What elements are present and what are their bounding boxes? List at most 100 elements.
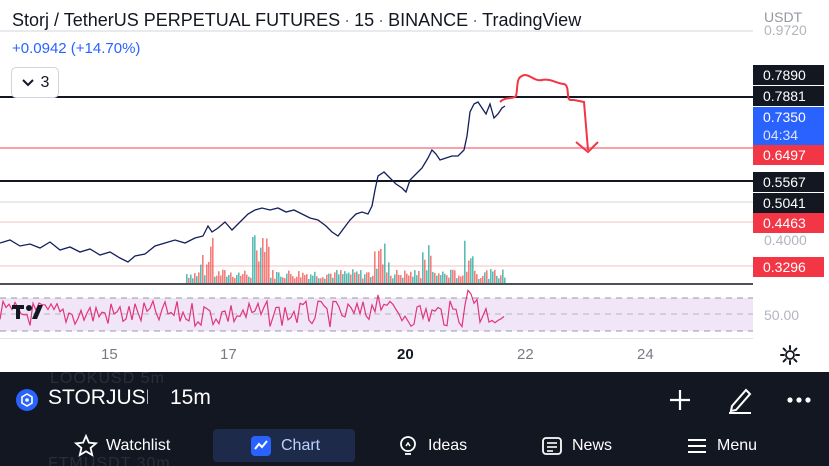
volume-bar xyxy=(302,272,304,283)
volume-bar xyxy=(276,271,278,283)
chart-area[interactable]: Storj / TetherUS PERPETUAL FUTURES · 15 · BI… xyxy=(0,0,829,372)
date-axis-divider xyxy=(0,338,753,339)
nav-label: Chart xyxy=(281,436,321,454)
title-platform: TradingView xyxy=(482,10,582,30)
volume-bar xyxy=(472,256,474,283)
date-label: 17 xyxy=(220,346,237,363)
indicator-collapse-button[interactable]: 3 xyxy=(11,67,59,98)
nav-menu[interactable]: Menu xyxy=(685,429,757,462)
volume-bar xyxy=(286,273,288,283)
volume-bar xyxy=(346,273,348,283)
volume-bar xyxy=(328,273,330,283)
chart-icon xyxy=(251,435,271,456)
volume-bar xyxy=(290,274,292,283)
volume-bar xyxy=(398,274,400,283)
volume-bar xyxy=(422,252,424,283)
volume-bar xyxy=(220,275,222,283)
volume-bar xyxy=(394,274,396,283)
volume-bar xyxy=(320,278,322,283)
volume-bar xyxy=(442,271,444,283)
volume-bar xyxy=(376,268,378,283)
volume-bar xyxy=(420,278,422,283)
bulb-icon xyxy=(400,435,416,455)
volume-bar xyxy=(280,276,282,283)
nav-label: Menu xyxy=(717,436,758,454)
volume-bar xyxy=(288,270,290,283)
volume-bar xyxy=(348,272,350,283)
interval-selector[interactable]: 15m xyxy=(170,386,211,409)
volume-bar xyxy=(194,273,196,283)
volume-bar xyxy=(198,272,200,283)
volume-bar xyxy=(232,276,234,283)
volume-bar xyxy=(432,271,434,283)
volume-bar xyxy=(250,277,252,283)
plus-icon[interactable] xyxy=(667,387,693,413)
currency-selector[interactable]: USDT xyxy=(764,9,803,25)
more-dots-icon[interactable] xyxy=(786,390,812,410)
volume-bar xyxy=(304,274,306,283)
nav-news[interactable]: News xyxy=(540,429,612,462)
volume-bar xyxy=(230,272,232,283)
volume-bar xyxy=(274,278,276,283)
symbol-selector[interactable]: STORJUSDT xyxy=(48,386,148,409)
volume-bar xyxy=(264,251,266,283)
volume-bar xyxy=(356,271,358,283)
storj-logo-icon xyxy=(16,389,38,411)
volume-bar xyxy=(272,270,274,283)
gear-icon[interactable] xyxy=(779,344,801,366)
rsi-line xyxy=(0,289,505,329)
volume-bar xyxy=(366,272,368,283)
volume-bar xyxy=(436,275,438,283)
tradingview-logo-icon xyxy=(12,305,43,319)
volume-bar xyxy=(404,270,406,283)
volume-bar xyxy=(462,275,464,283)
volume-bar xyxy=(306,274,308,283)
volume-bar xyxy=(372,275,374,283)
date-label: 20 xyxy=(397,346,414,363)
volume-bar xyxy=(338,274,340,283)
volume-bar xyxy=(402,277,404,283)
volume-bar xyxy=(480,278,482,283)
nav-watchlist[interactable]: Watchlist xyxy=(74,429,170,462)
volume-bar xyxy=(298,271,300,283)
volume-bar xyxy=(452,269,454,283)
volume-bar xyxy=(260,247,262,283)
nav-label: Ideas xyxy=(428,436,468,454)
volume-bar xyxy=(430,255,432,283)
volume-bar xyxy=(332,277,334,283)
volume-bar xyxy=(392,278,394,283)
nav-chart[interactable]: Chart xyxy=(213,429,355,462)
volume-bar xyxy=(474,270,476,283)
volume-bar xyxy=(196,276,198,283)
volume-bar xyxy=(478,278,480,283)
volume-bar xyxy=(248,276,250,283)
price-tag: 0.3296 xyxy=(753,257,824,277)
volume-bar xyxy=(360,270,362,283)
volume-bar xyxy=(440,275,442,283)
volume-bar xyxy=(448,277,450,283)
volume-bar xyxy=(342,274,344,283)
volume-bar xyxy=(410,271,412,283)
volume-bar xyxy=(458,275,460,283)
volume-bar xyxy=(190,274,192,283)
candle-countdown: 04:34 xyxy=(753,125,824,145)
projection-arrowhead xyxy=(575,141,599,154)
volume-bar xyxy=(354,272,356,283)
symbol-title: Storj / TetherUS PERPETUAL FUTURES xyxy=(12,10,341,30)
volume-bar xyxy=(486,270,488,283)
price-tag: 0.6497 xyxy=(753,145,824,165)
nav-ideas[interactable]: Ideas xyxy=(396,429,467,462)
volume-bar xyxy=(268,246,270,283)
price-chart[interactable] xyxy=(0,0,753,338)
rsi-axis-value: 50.00 xyxy=(764,307,800,323)
pen-icon[interactable] xyxy=(726,384,754,414)
volume-bar xyxy=(324,278,326,283)
date-label: 15 xyxy=(101,346,118,363)
volume-bar xyxy=(358,273,360,283)
volume-bar xyxy=(256,250,258,283)
volume-bar xyxy=(364,274,366,283)
volume-bar xyxy=(212,237,214,283)
volume-bar xyxy=(236,274,238,283)
volume-bar xyxy=(228,274,230,283)
volume-bar xyxy=(326,274,328,283)
